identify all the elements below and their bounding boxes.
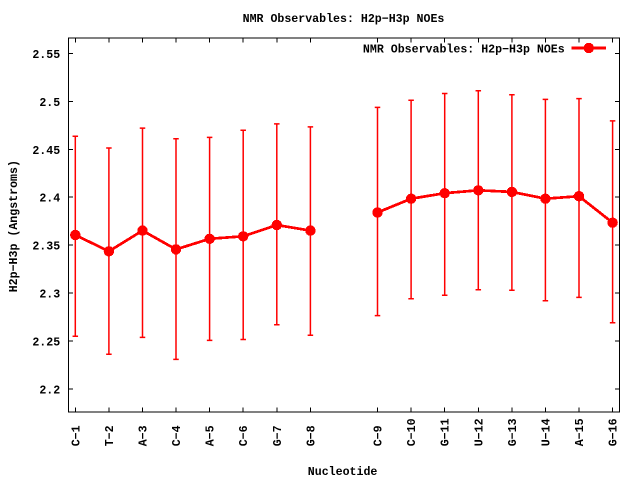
svg-text:NMR Observables: H2p−H3p NOEs: NMR Observables: H2p−H3p NOEs	[363, 43, 565, 56]
svg-text:C−10: C−10	[406, 418, 419, 446]
svg-text:2.5: 2.5	[39, 97, 60, 110]
svg-text:2.25: 2.25	[32, 337, 60, 350]
svg-text:C−1: C−1	[70, 425, 83, 446]
svg-text:U−14: U−14	[540, 418, 553, 446]
svg-text:U−12: U−12	[473, 418, 486, 446]
svg-text:G−8: G−8	[305, 425, 318, 446]
svg-text:A−15: A−15	[574, 418, 587, 446]
svg-text:T−2: T−2	[104, 425, 117, 446]
svg-text:H2p−H3p (Angstroms): H2p−H3p (Angstroms)	[8, 160, 21, 292]
svg-text:G−11: G−11	[440, 418, 453, 446]
svg-text:Nucleotide: Nucleotide	[308, 466, 378, 479]
svg-text:2.55: 2.55	[32, 49, 60, 62]
svg-text:A−3: A−3	[138, 425, 151, 446]
svg-text:2.35: 2.35	[32, 241, 60, 254]
svg-text:A−5: A−5	[205, 425, 218, 446]
svg-text:NMR Observables: H2p−H3p NOEs: NMR Observables: H2p−H3p NOEs	[243, 13, 445, 26]
svg-text:2.4: 2.4	[39, 193, 60, 206]
svg-text:2.3: 2.3	[39, 289, 60, 302]
svg-text:G−16: G−16	[608, 418, 621, 446]
svg-text:C−9: C−9	[373, 425, 386, 446]
svg-text:C−4: C−4	[171, 425, 184, 446]
svg-text:2.45: 2.45	[32, 145, 60, 158]
svg-text:2.2: 2.2	[39, 385, 60, 398]
svg-text:C−6: C−6	[238, 425, 251, 446]
svg-text:G−13: G−13	[507, 418, 520, 446]
svg-text:G−7: G−7	[272, 425, 285, 446]
